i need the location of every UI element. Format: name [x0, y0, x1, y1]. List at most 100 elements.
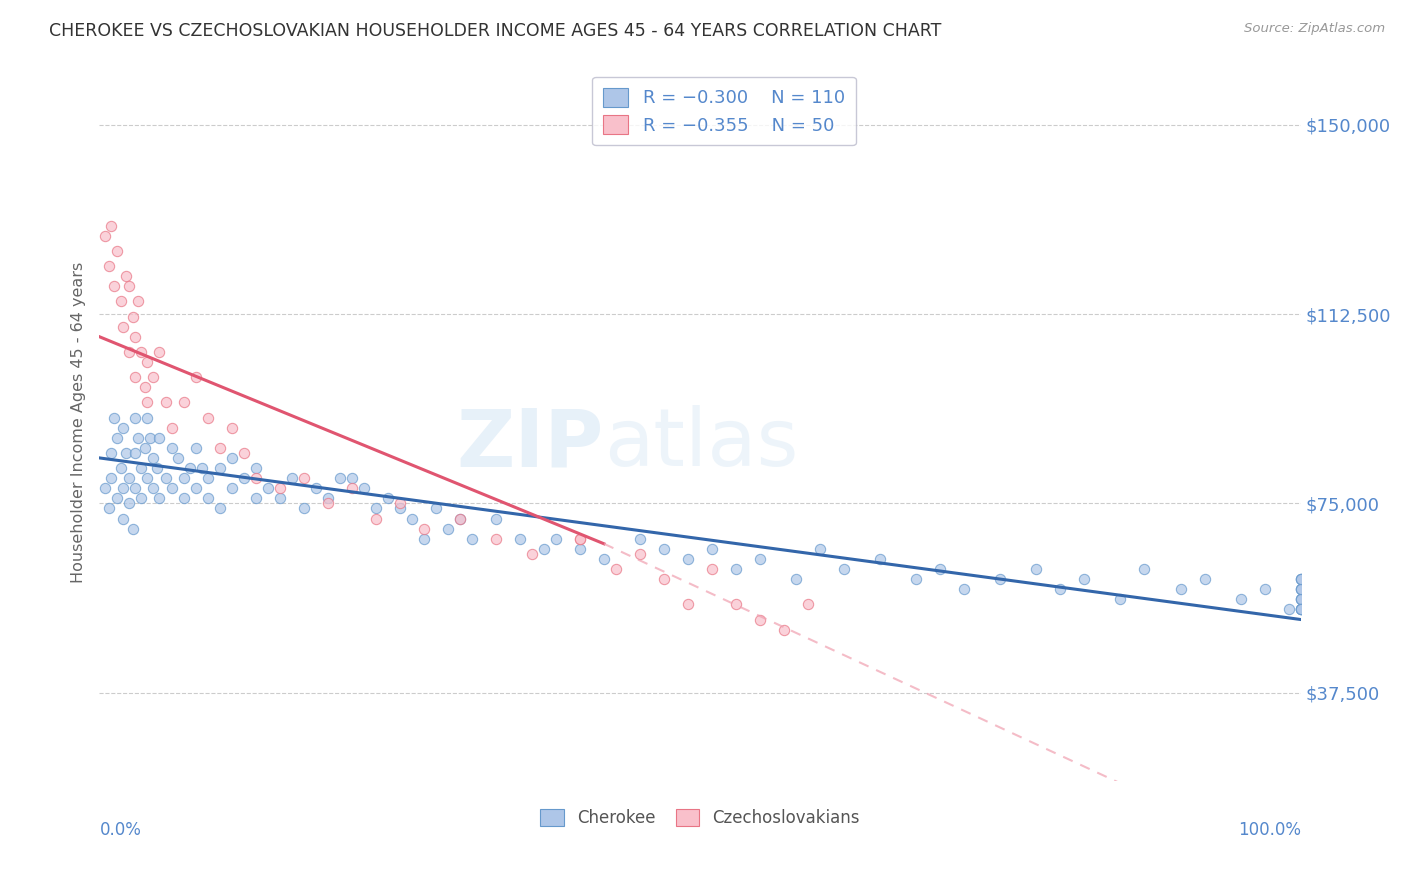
Point [292, 501, 315, 516]
Point [1025, 562, 1047, 576]
Point [94, 228, 117, 243]
Point [533, 541, 555, 556]
Point [208, 461, 231, 475]
Point [122, 522, 145, 536]
Point [232, 471, 254, 485]
Point [1289, 592, 1312, 607]
Point [1073, 572, 1095, 586]
Point [628, 547, 651, 561]
Point [568, 541, 591, 556]
Point [127, 431, 149, 445]
Point [340, 471, 363, 485]
Point [676, 552, 699, 566]
Point [115, 269, 138, 284]
Point [127, 294, 149, 309]
Point [245, 461, 267, 475]
Point [98, 501, 121, 516]
Point [256, 481, 278, 495]
Point [100, 471, 122, 485]
Point [652, 572, 675, 586]
Point [221, 420, 243, 434]
Point [1109, 592, 1132, 607]
Point [112, 319, 135, 334]
Point [232, 446, 254, 460]
Point [364, 511, 387, 525]
Point [221, 481, 243, 495]
Point [1229, 592, 1251, 607]
Point [122, 310, 145, 324]
Point [221, 450, 243, 465]
Point [98, 259, 121, 273]
Point [1253, 582, 1275, 597]
Point [269, 481, 291, 495]
Point [173, 395, 195, 409]
Point [136, 395, 159, 409]
Point [520, 547, 543, 561]
Point [118, 344, 141, 359]
Point [905, 572, 928, 586]
Point [797, 598, 820, 612]
Point [316, 491, 339, 506]
Point [808, 541, 831, 556]
Point [292, 471, 315, 485]
Point [142, 481, 165, 495]
Point [173, 491, 195, 506]
Point [197, 410, 219, 425]
Point [155, 395, 177, 409]
Point [749, 552, 772, 566]
Point [124, 410, 146, 425]
Point [1049, 582, 1071, 597]
Point [329, 471, 352, 485]
Point [1289, 592, 1312, 607]
Point [568, 532, 591, 546]
Point [269, 491, 291, 506]
Point [136, 471, 159, 485]
Point [628, 532, 651, 546]
Point [112, 420, 135, 434]
Point [139, 431, 162, 445]
Point [148, 431, 170, 445]
Point [605, 562, 627, 576]
Point [208, 501, 231, 516]
Point [364, 501, 387, 516]
Point [773, 623, 796, 637]
Point [103, 410, 125, 425]
Point [676, 598, 699, 612]
Point [124, 370, 146, 384]
Point [124, 481, 146, 495]
Point [700, 541, 723, 556]
Point [124, 330, 146, 344]
Point [725, 562, 748, 576]
Point [110, 294, 132, 309]
Point [166, 450, 188, 465]
Point [388, 496, 411, 510]
Point [173, 471, 195, 485]
Text: ZIP: ZIP [457, 405, 605, 483]
Point [134, 380, 156, 394]
Point [832, 562, 855, 576]
Point [340, 481, 363, 495]
Point [401, 511, 423, 525]
Point [184, 370, 207, 384]
Point [1194, 572, 1216, 586]
Point [118, 496, 141, 510]
Point [112, 511, 135, 525]
Point [131, 461, 153, 475]
Point [100, 219, 122, 233]
Point [155, 471, 177, 485]
Point [425, 501, 447, 516]
Point [179, 461, 201, 475]
Point [107, 491, 129, 506]
Point [131, 344, 153, 359]
Point [700, 562, 723, 576]
Point [107, 431, 129, 445]
Point [377, 491, 399, 506]
Text: Source: ZipAtlas.com: Source: ZipAtlas.com [1244, 22, 1385, 36]
Point [160, 420, 183, 434]
Point [1289, 572, 1312, 586]
Point [184, 441, 207, 455]
Point [305, 481, 328, 495]
Point [118, 471, 141, 485]
Point [749, 613, 772, 627]
Point [160, 481, 183, 495]
